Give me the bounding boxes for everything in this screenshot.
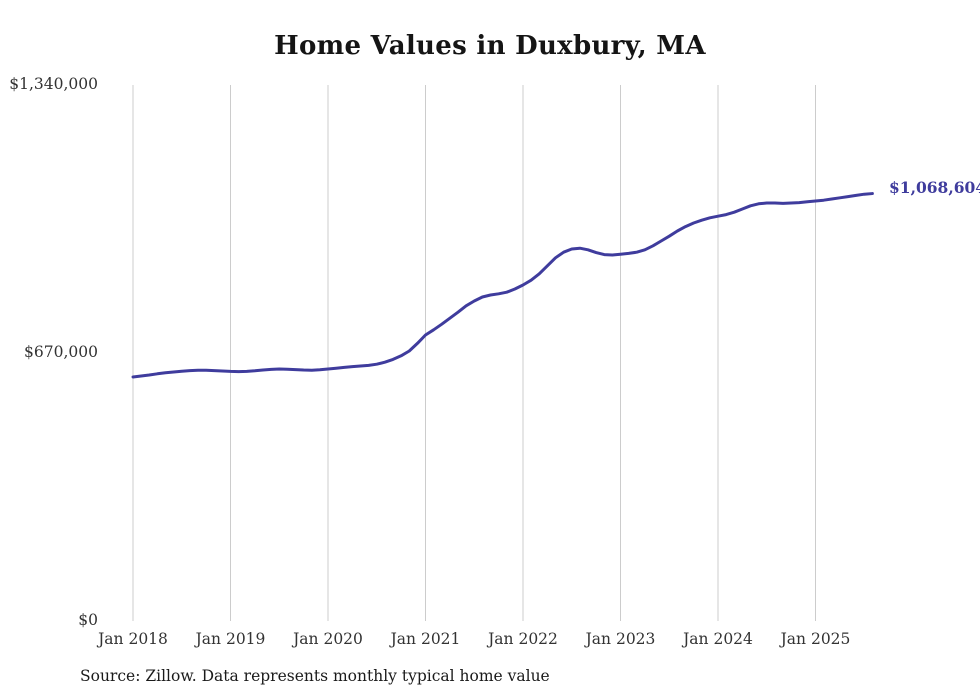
source-note: Source: Zillow. Data represents monthly … xyxy=(80,667,550,685)
x-tick-label: Jan 2018 xyxy=(96,630,168,648)
x-tick-label: Jan 2023 xyxy=(584,630,656,648)
latest-value-label: $1,068,604 xyxy=(889,178,980,197)
x-tick-label: Jan 2022 xyxy=(486,630,558,648)
x-tick-label: Jan 2024 xyxy=(681,630,753,648)
chart-title: Home Values in Duxbury, MA xyxy=(274,31,706,61)
x-tick-label: Jan 2020 xyxy=(291,630,363,648)
x-tick-label: Jan 2019 xyxy=(194,630,266,648)
value-line xyxy=(131,192,874,379)
y-tick-label: $1,340,000 xyxy=(9,75,98,93)
y-tick-label: $670,000 xyxy=(24,343,98,361)
x-tick-label: Jan 2021 xyxy=(389,630,461,648)
y-tick-label: $0 xyxy=(78,611,98,629)
x-tick-label: Jan 2025 xyxy=(779,630,851,648)
